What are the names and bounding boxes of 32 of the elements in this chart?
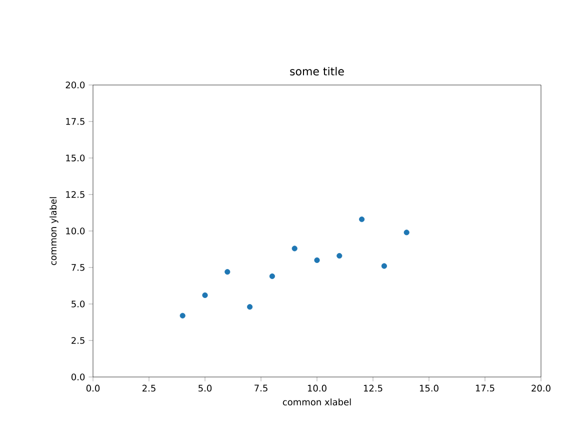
point: [314, 257, 320, 263]
point: [247, 304, 253, 310]
point: [381, 263, 387, 269]
y-tick-label: 20.0: [66, 82, 85, 88]
x-tick-label: 0.0: [86, 384, 100, 392]
x-tick-label: 7.5: [254, 384, 268, 392]
chart-title: some title: [290, 66, 344, 76]
x-tick-label: 5.0: [198, 384, 212, 392]
x-tick-label: 20.0: [532, 384, 550, 392]
x-tick-label: 15.0: [420, 384, 438, 392]
x-tick-label: 2.5: [142, 384, 156, 392]
point: [358, 216, 365, 222]
y-tick-label: 15.0: [66, 154, 85, 162]
x-tick-label: 12.5: [364, 384, 382, 392]
y-tick-label: 2.5: [72, 337, 84, 344]
x-axis-title: common xlabel: [282, 398, 351, 406]
point: [336, 253, 342, 259]
y-tick-label: 7.5: [72, 264, 84, 271]
y-tick-label: 5.0: [72, 300, 85, 308]
point: [292, 246, 298, 252]
point: [269, 273, 275, 280]
x-tick-label: 10.0: [308, 384, 326, 392]
y-tick-label: 17.5: [66, 118, 84, 125]
x-tick-label: 17.5: [476, 384, 494, 392]
y-tick-label: 0.0: [71, 374, 85, 380]
point: [202, 292, 208, 298]
y-tick-label: 10.0: [66, 228, 85, 234]
point: [180, 312, 186, 318]
point: [224, 269, 230, 275]
point: [404, 230, 410, 236]
y-tick-label: 12.5: [66, 191, 84, 198]
y-axis-title: common ylabel: [50, 197, 58, 266]
